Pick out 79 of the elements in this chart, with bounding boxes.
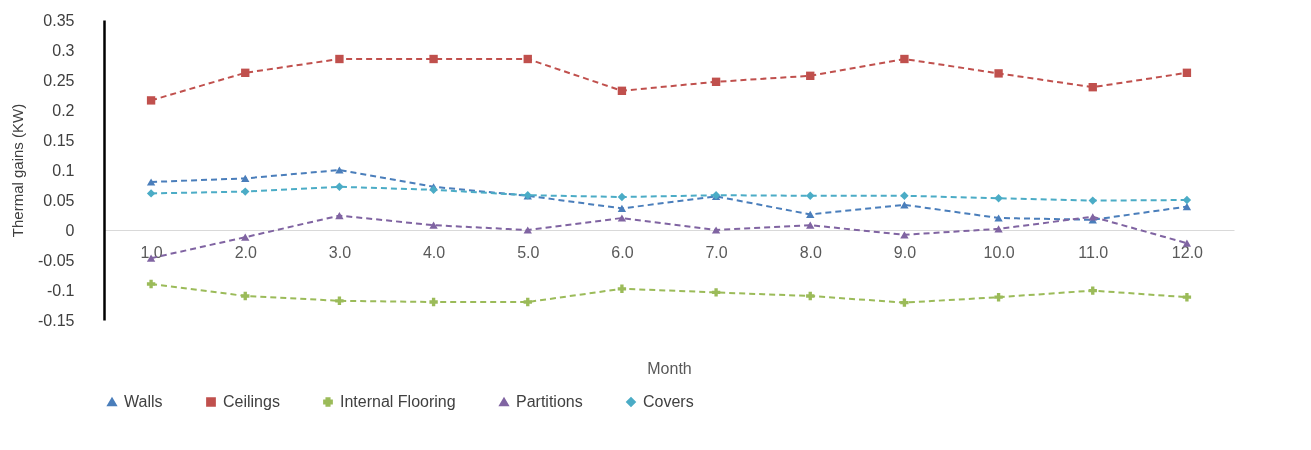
- point: [1182, 195, 1192, 205]
- point: [617, 204, 627, 213]
- point: [241, 68, 250, 77]
- x-tick-label: 9.0: [893, 243, 917, 261]
- x-tick-label: 5.0: [517, 243, 540, 261]
- point: [241, 291, 250, 301]
- point: [1088, 286, 1097, 295]
- x-tick-label: 6.0: [611, 243, 634, 261]
- point: [711, 226, 721, 234]
- x-tick-label: 1.0: [140, 243, 163, 261]
- point: [711, 77, 721, 86]
- x-tick-label: 8.0: [799, 243, 822, 261]
- point: [146, 178, 156, 186]
- point: [1088, 196, 1097, 205]
- point: [523, 226, 532, 234]
- point: [806, 291, 815, 301]
- legend-label: Internal Flooring: [340, 393, 456, 410]
- point: [335, 211, 344, 220]
- point: [994, 225, 1003, 233]
- point: [335, 182, 344, 191]
- point: [994, 69, 1003, 78]
- x-tick-label: 7.0: [705, 243, 728, 261]
- y-tick-label: 0: [65, 221, 75, 239]
- point: [146, 279, 156, 289]
- point: [241, 187, 250, 196]
- point: [900, 201, 909, 209]
- legend-label: Walls: [124, 393, 163, 410]
- y-tick-label: -0.05: [38, 251, 75, 269]
- x-axis-title: Month: [647, 359, 692, 377]
- point: [617, 284, 627, 293]
- point: [617, 86, 627, 95]
- point: [806, 210, 815, 219]
- point: [994, 293, 1003, 302]
- x-tick-label: 4.0: [422, 243, 446, 261]
- x-tick-label: 12.0: [1171, 243, 1204, 261]
- point: [241, 233, 250, 241]
- y-tick-label: -0.1: [46, 281, 75, 299]
- point: [1182, 68, 1192, 77]
- x-tick-label: 2.0: [234, 243, 257, 261]
- point: [429, 221, 438, 229]
- point: [335, 166, 344, 174]
- y-tick-label: 0.3: [52, 41, 75, 59]
- point: [806, 221, 815, 229]
- point: [711, 288, 721, 297]
- point: [335, 296, 344, 305]
- x-tick-label: 10.0: [983, 243, 1015, 261]
- point: [994, 194, 1003, 203]
- point: [429, 297, 438, 307]
- legend-label: Ceilings: [223, 393, 280, 410]
- y-tick-label: 0.2: [52, 101, 75, 119]
- point: [335, 54, 344, 64]
- point: [806, 71, 815, 80]
- y-tick-label: 0.35: [43, 11, 75, 29]
- point: [617, 214, 627, 222]
- point: [429, 54, 438, 64]
- y-tick-label: 0.15: [43, 131, 75, 149]
- y-tick-label: 0.1: [52, 161, 75, 179]
- point: [523, 54, 532, 64]
- point: [900, 54, 909, 64]
- point: [806, 191, 815, 200]
- x-tick-label: 3.0: [328, 243, 352, 261]
- y-tick-label: 0.25: [43, 71, 75, 89]
- point: [900, 191, 909, 200]
- point: [1088, 83, 1097, 92]
- point: [994, 214, 1003, 222]
- point: [146, 96, 156, 105]
- point: [1182, 202, 1192, 211]
- legend-label: Partitions: [516, 393, 583, 410]
- point: [241, 174, 250, 183]
- y-tick-label: -0.15: [38, 311, 75, 329]
- point: [900, 231, 909, 239]
- y-axis-title: Thermal gains (KW): [9, 103, 27, 238]
- legend-label: Covers: [643, 393, 694, 410]
- point: [146, 189, 156, 198]
- y-tick-label: 0.05: [43, 191, 75, 209]
- x-tick-label: 11.0: [1078, 243, 1109, 261]
- point: [1182, 293, 1192, 302]
- point: [900, 298, 909, 307]
- point: [523, 297, 532, 307]
